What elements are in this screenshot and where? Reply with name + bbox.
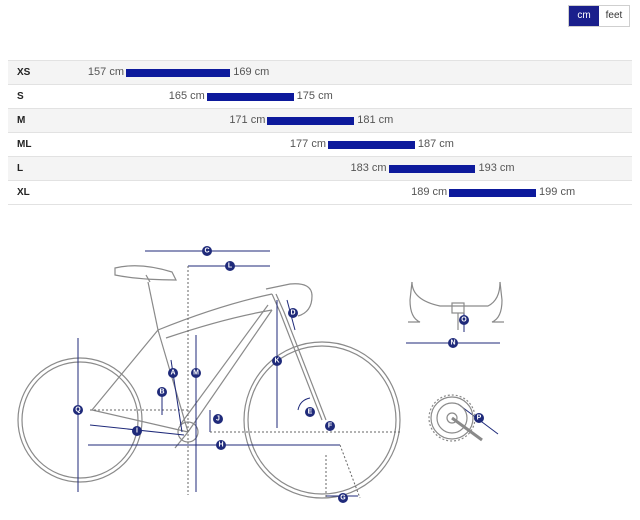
dimension-lines (77, 250, 500, 499)
size-row-ml: ML 177 cm 187 cm (8, 133, 632, 157)
svg-text:E: E (308, 409, 313, 416)
handlebar-drawing (408, 281, 504, 330)
svg-text:M: M (193, 370, 199, 377)
marker-i: I (132, 426, 142, 436)
height-range: 177 cm 187 cm (290, 133, 454, 156)
range-max-label: 193 cm (478, 162, 515, 174)
marker-l: L (225, 261, 235, 271)
size-label: S (17, 91, 24, 102)
svg-text:P: P (477, 415, 482, 422)
bike-drawing (17, 265, 401, 499)
marker-p: P (474, 413, 484, 423)
marker-n: N (448, 338, 458, 348)
range-bar (388, 165, 476, 173)
unit-cm-button[interactable]: cm (569, 6, 599, 26)
range-max-label: 181 cm (357, 114, 394, 126)
height-range: 157 cm 169 cm (88, 61, 269, 84)
marker-o: O (459, 315, 469, 325)
dimension-markers: C L D A M B K Q E J F I H G O N P (73, 246, 484, 503)
svg-text:B: B (159, 389, 164, 396)
size-label: ML (17, 139, 32, 150)
marker-e: E (305, 407, 315, 417)
height-range: 189 cm 199 cm (411, 181, 575, 204)
unit-feet-button[interactable]: feet (599, 6, 629, 26)
range-bar (449, 189, 537, 197)
svg-text:O: O (461, 317, 467, 324)
size-label: M (17, 115, 26, 126)
marker-m: M (191, 368, 201, 378)
marker-a: A (168, 368, 178, 378)
marker-h: H (216, 440, 226, 450)
svg-text:L: L (228, 263, 233, 270)
height-range: 171 cm 181 cm (229, 109, 393, 132)
marker-q: Q (73, 405, 83, 415)
marker-f: F (325, 421, 335, 431)
svg-text:I: I (136, 428, 138, 435)
marker-c: C (202, 246, 212, 256)
range-bar (328, 141, 415, 149)
svg-text:C: C (204, 248, 209, 255)
marker-j: J (213, 414, 223, 424)
range-max-label: 175 cm (296, 90, 333, 102)
size-row-xl: XL 189 cm 199 cm (8, 181, 632, 205)
size-row-l: L 183 cm 193 cm (8, 157, 632, 181)
svg-text:H: H (218, 442, 223, 449)
range-min-label: 157 cm (87, 66, 124, 78)
size-label: XL (17, 187, 30, 198)
svg-text:D: D (290, 310, 295, 317)
size-label: L (17, 163, 24, 174)
marker-b: B (157, 387, 167, 397)
range-bar (206, 93, 294, 101)
range-min-label: 171 cm (229, 114, 266, 126)
marker-d: D (288, 308, 298, 318)
range-min-label: 177 cm (289, 138, 326, 150)
svg-text:J: J (216, 416, 220, 423)
range-min-label: 165 cm (168, 90, 205, 102)
height-range: 165 cm 175 cm (169, 85, 333, 108)
range-max-label: 169 cm (233, 66, 270, 78)
svg-text:K: K (274, 358, 279, 365)
svg-text:A: A (170, 370, 175, 377)
size-label: XS (17, 67, 31, 78)
size-row-m: M 171 cm 181 cm (8, 109, 632, 133)
range-max-label: 187 cm (417, 138, 454, 150)
unit-toggle: cm feet (568, 5, 630, 27)
marker-g: G (338, 493, 348, 503)
size-row-xs: XS 157 cm 169 cm (8, 61, 632, 85)
svg-text:F: F (328, 423, 333, 430)
svg-text:G: G (340, 495, 346, 502)
size-row-s: S 165 cm 175 cm (8, 85, 632, 109)
size-chart-table: XS 157 cm 169 cm S 165 cm 175 cm M 171 c… (8, 60, 632, 205)
svg-text:N: N (450, 340, 455, 347)
range-min-label: 183 cm (350, 162, 387, 174)
marker-k: K (272, 356, 282, 366)
height-range: 183 cm 193 cm (351, 157, 515, 180)
range-max-label: 199 cm (539, 186, 576, 198)
range-bar (267, 117, 355, 125)
range-min-label: 189 cm (411, 186, 448, 198)
range-bar (126, 69, 231, 77)
svg-text:Q: Q (75, 407, 81, 414)
